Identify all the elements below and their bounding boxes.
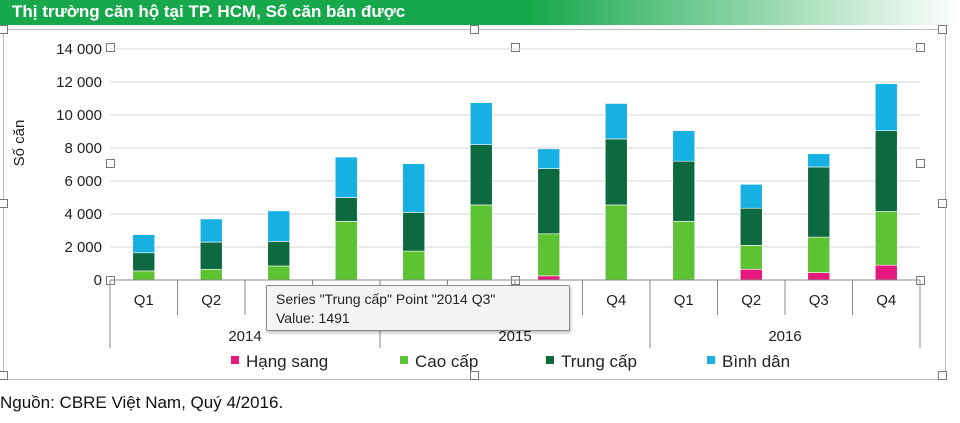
x-tick-label: Q1 bbox=[674, 292, 694, 309]
legend-swatch bbox=[400, 356, 408, 364]
bar-segment bbox=[199, 268, 223, 281]
bar-segment bbox=[402, 250, 426, 281]
bar-segment bbox=[604, 204, 628, 281]
bar-segment bbox=[874, 264, 898, 281]
bar-segment bbox=[469, 204, 493, 281]
legend: Hạng sang Cao cấp Trung cấp Bình dân bbox=[231, 352, 790, 371]
resize-handle[interactable] bbox=[938, 25, 947, 34]
bar-segment bbox=[334, 221, 358, 281]
legend-swatch bbox=[707, 356, 715, 364]
bar-segment bbox=[807, 166, 831, 238]
x-tick-label: Q3 bbox=[809, 292, 829, 309]
x-tick-label: Q1 bbox=[134, 292, 154, 309]
bar-segment bbox=[199, 241, 223, 270]
legend-label: Bình dân bbox=[722, 352, 790, 371]
resize-handle[interactable] bbox=[938, 371, 947, 380]
x-tick-label: Q2 bbox=[741, 292, 761, 309]
y-tick-label: 2 000 bbox=[64, 239, 102, 256]
tooltip-value-line: Value: 1491 bbox=[276, 310, 350, 326]
bar-segment bbox=[469, 144, 493, 206]
bar-segment bbox=[874, 130, 898, 212]
group-label: 2014 bbox=[228, 328, 261, 345]
bar-segment bbox=[874, 211, 898, 266]
resize-handle[interactable] bbox=[106, 43, 115, 52]
resize-handle[interactable] bbox=[916, 43, 925, 52]
resize-handle[interactable] bbox=[470, 25, 479, 34]
header-banner: Thị trường căn hộ tại TP. HCM, Số căn bá… bbox=[0, 0, 960, 25]
legend-label: Hạng sang bbox=[246, 352, 328, 371]
bar-segment bbox=[874, 83, 898, 131]
bar-segment bbox=[537, 275, 561, 281]
bar-segment bbox=[807, 153, 831, 168]
source-note: Nguồn: CBRE Việt Nam, Quý 4/2016. bbox=[0, 393, 284, 412]
bar-segment bbox=[402, 163, 426, 213]
bar-segment bbox=[132, 270, 156, 281]
group-label: 2016 bbox=[768, 328, 801, 345]
bar-segment bbox=[132, 234, 156, 254]
bar-segment bbox=[807, 272, 831, 281]
gridlines bbox=[110, 48, 920, 281]
resize-handle[interactable] bbox=[916, 159, 925, 168]
resize-handle[interactable] bbox=[938, 199, 947, 208]
resize-handle[interactable] bbox=[511, 43, 520, 52]
y-axis-title: Số căn bbox=[11, 120, 28, 167]
page-title: Thị trường căn hộ tại TP. HCM, Số căn bá… bbox=[12, 2, 406, 21]
legend-label: Cao cấp bbox=[415, 352, 478, 371]
bar-segment bbox=[537, 168, 561, 235]
bars bbox=[132, 83, 898, 281]
y-tick-label: 4 000 bbox=[64, 206, 102, 223]
resize-handle[interactable] bbox=[0, 25, 8, 34]
resize-handle[interactable] bbox=[106, 159, 115, 168]
bar-segment bbox=[739, 245, 763, 270]
bar-segment bbox=[267, 265, 291, 281]
y-tick-label: 6 000 bbox=[64, 173, 102, 190]
bar-segment bbox=[739, 268, 763, 281]
bar-segment bbox=[672, 160, 696, 222]
resize-handle[interactable] bbox=[0, 371, 8, 380]
legend-swatch bbox=[546, 356, 554, 364]
bar-segment bbox=[402, 212, 426, 252]
bar-segment bbox=[132, 252, 156, 272]
bar-segment bbox=[807, 236, 831, 273]
data-tooltip: Series "Trung cấp" Point "2014 Q3" Value… bbox=[266, 285, 570, 331]
group-label: 2015 bbox=[498, 328, 531, 345]
resize-handle[interactable] bbox=[0, 199, 8, 208]
bar-segment bbox=[267, 241, 291, 267]
resize-handle[interactable] bbox=[470, 371, 479, 380]
bar-segment bbox=[672, 221, 696, 281]
bar-segment bbox=[469, 102, 493, 146]
bar-segment bbox=[199, 218, 223, 243]
bar-segment bbox=[739, 184, 763, 209]
legend-label: Trung cấp bbox=[561, 352, 637, 371]
bar-segment bbox=[739, 207, 763, 246]
y-tick-label: 0 bbox=[94, 272, 102, 289]
y-tick-label: 10 000 bbox=[56, 107, 102, 124]
y-tick-label: 14 000 bbox=[56, 41, 102, 58]
x-tick-label: Q2 bbox=[201, 292, 221, 309]
bar-segment bbox=[604, 138, 628, 206]
tooltip-series-line: Series "Trung cấp" Point "2014 Q3" bbox=[276, 291, 496, 307]
y-tick-label: 12 000 bbox=[56, 74, 102, 91]
bar-segment bbox=[334, 197, 358, 222]
legend-swatch bbox=[231, 356, 239, 364]
bar-segment bbox=[672, 130, 696, 162]
bar-segment bbox=[334, 156, 358, 198]
y-tick-label: 8 000 bbox=[64, 140, 102, 157]
bar-segment bbox=[604, 103, 628, 140]
bar-segment bbox=[537, 233, 561, 277]
bar-segment bbox=[267, 210, 291, 242]
x-tick-label: Q4 bbox=[876, 292, 896, 309]
bar-segment bbox=[537, 148, 561, 169]
x-tick-label: Q4 bbox=[606, 292, 626, 309]
